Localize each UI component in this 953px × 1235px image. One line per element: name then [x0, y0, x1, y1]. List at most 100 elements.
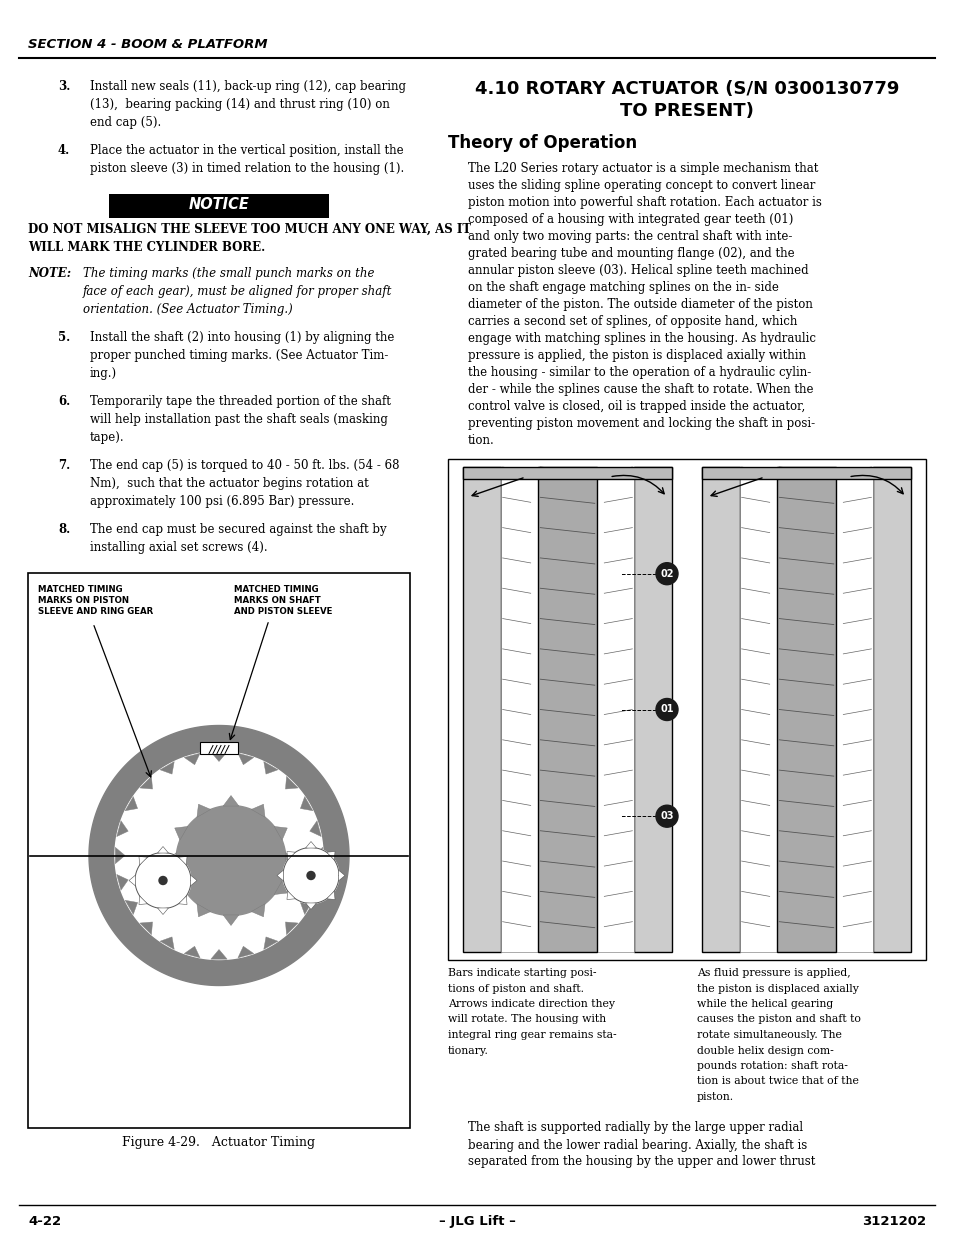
- Polygon shape: [285, 852, 295, 868]
- Text: piston motion into powerful shaft rotation. Each actuator is: piston motion into powerful shaft rotati…: [468, 196, 821, 209]
- Text: control valve is closed, oil is trapped inside the actuator,: control valve is closed, oil is trapped …: [468, 400, 804, 412]
- Text: orientation. (See Actuator Timing.): orientation. (See Actuator Timing.): [83, 303, 293, 316]
- Text: Figure 4-29.   Actuator Timing: Figure 4-29. Actuator Timing: [122, 1136, 315, 1149]
- Circle shape: [159, 877, 167, 884]
- Text: composed of a housing with integrated gear teeth (01): composed of a housing with integrated ge…: [468, 212, 793, 226]
- Text: TO PRESENT): TO PRESENT): [619, 103, 753, 120]
- FancyBboxPatch shape: [634, 467, 671, 952]
- Text: tape).: tape).: [90, 431, 125, 445]
- FancyBboxPatch shape: [500, 467, 634, 952]
- Text: The timing marks (the small punch marks on the: The timing marks (the small punch marks …: [83, 267, 375, 280]
- Polygon shape: [139, 897, 148, 904]
- Text: pounds rotation: shaft rota-: pounds rotation: shaft rota-: [697, 1061, 847, 1071]
- Text: 3.: 3.: [58, 80, 71, 93]
- FancyBboxPatch shape: [701, 467, 739, 952]
- Text: 4.10 ROTARY ACTUATOR (S/N 0300130779: 4.10 ROTARY ACTUATOR (S/N 0300130779: [475, 80, 899, 98]
- Text: (13),  bearing packing (14) and thrust ring (10) on: (13), bearing packing (14) and thrust ri…: [90, 98, 390, 111]
- Polygon shape: [263, 762, 277, 774]
- Polygon shape: [178, 897, 187, 904]
- Text: The shaft is supported radially by the large upper radial: The shaft is supported radially by the l…: [468, 1121, 802, 1135]
- Text: grated bearing tube and mounting flange (02), and the: grated bearing tube and mounting flange …: [468, 247, 794, 261]
- Text: the piston is displaced axially: the piston is displaced axially: [697, 983, 858, 993]
- Polygon shape: [285, 923, 297, 935]
- Text: 02: 02: [659, 568, 673, 579]
- Text: double helix design com-: double helix design com-: [697, 1046, 833, 1056]
- Circle shape: [656, 805, 678, 827]
- Text: piston sleeve (3) in timed relation to the housing (1).: piston sleeve (3) in timed relation to t…: [90, 162, 404, 175]
- Text: WILL MARK THE CYLINDER BORE.: WILL MARK THE CYLINDER BORE.: [28, 241, 265, 254]
- Polygon shape: [166, 852, 176, 868]
- Text: MATCHED TIMING
MARKS ON SHAFT
AND PISTON SLEEVE: MATCHED TIMING MARKS ON SHAFT AND PISTON…: [233, 585, 332, 615]
- Polygon shape: [157, 846, 169, 853]
- Circle shape: [656, 563, 678, 584]
- Text: Install the shaft (2) into housing (1) by aligning the: Install the shaft (2) into housing (1) b…: [90, 331, 394, 345]
- Text: bearing and the lower radial bearing. Axially, the shaft is: bearing and the lower radial bearing. Ax…: [468, 1139, 806, 1151]
- Polygon shape: [129, 876, 135, 885]
- Text: proper punched timing marks. (See Actuator Tim-: proper punched timing marks. (See Actuat…: [90, 350, 388, 362]
- Polygon shape: [115, 752, 323, 960]
- FancyBboxPatch shape: [537, 467, 597, 952]
- Text: The end cap must be secured against the shaft by: The end cap must be secured against the …: [90, 522, 386, 536]
- Text: tion.: tion.: [468, 433, 495, 447]
- Text: while the helical gearing: while the helical gearing: [697, 999, 832, 1009]
- Polygon shape: [252, 904, 265, 916]
- Text: diameter of the piston. The outside diameter of the piston: diameter of the piston. The outside diam…: [468, 298, 812, 311]
- Polygon shape: [125, 900, 137, 914]
- Polygon shape: [175, 805, 286, 915]
- Polygon shape: [223, 915, 238, 925]
- Text: 01: 01: [659, 704, 673, 715]
- Polygon shape: [326, 851, 335, 860]
- Text: tion is about twice that of the: tion is about twice that of the: [697, 1077, 858, 1087]
- Text: 4-22: 4-22: [28, 1215, 61, 1228]
- Text: The end cap (5) is torqued to 40 - 50 ft. lbs. (54 - 68: The end cap (5) is torqued to 40 - 50 ft…: [90, 459, 399, 472]
- FancyBboxPatch shape: [777, 467, 835, 952]
- Text: preventing piston movement and locking the shaft in posi-: preventing piston movement and locking t…: [468, 417, 814, 430]
- Text: Temporarily tape the threaded portion of the shaft: Temporarily tape the threaded portion of…: [90, 395, 391, 408]
- Text: will rotate. The housing with: will rotate. The housing with: [448, 1014, 605, 1025]
- Text: uses the sliding spline operating concept to convert linear: uses the sliding spline operating concep…: [468, 179, 815, 191]
- Text: the housing - similar to the operation of a hydraulic cylin-: the housing - similar to the operation o…: [468, 366, 810, 379]
- Polygon shape: [196, 804, 211, 818]
- Polygon shape: [287, 851, 295, 860]
- FancyBboxPatch shape: [701, 467, 910, 479]
- Polygon shape: [305, 903, 316, 909]
- FancyBboxPatch shape: [448, 459, 925, 960]
- Text: face of each gear), must be aligned for proper shaft: face of each gear), must be aligned for …: [83, 285, 392, 298]
- Text: 6.: 6.: [58, 395, 71, 408]
- Polygon shape: [276, 869, 283, 881]
- Polygon shape: [191, 876, 196, 885]
- FancyBboxPatch shape: [28, 573, 410, 1128]
- Polygon shape: [178, 856, 187, 864]
- Text: annular piston sleeve (03). Helical spline teeth machined: annular piston sleeve (03). Helical spli…: [468, 264, 808, 277]
- Polygon shape: [174, 826, 188, 840]
- Polygon shape: [313, 847, 322, 863]
- Polygon shape: [326, 892, 335, 899]
- Polygon shape: [125, 797, 137, 810]
- Circle shape: [307, 872, 314, 879]
- Text: rotate simultaneously. The: rotate simultaneously. The: [697, 1030, 841, 1040]
- Polygon shape: [157, 908, 169, 914]
- Polygon shape: [300, 797, 313, 810]
- Text: installing axial set screws (4).: installing axial set screws (4).: [90, 541, 268, 555]
- Polygon shape: [237, 946, 253, 958]
- Polygon shape: [237, 753, 253, 764]
- Text: 7.: 7.: [58, 459, 71, 472]
- Text: The L20 Series rotary actuator is a simple mechanism that: The L20 Series rotary actuator is a simp…: [468, 162, 818, 175]
- Text: SECTION 4 - BOOM & PLATFORM: SECTION 4 - BOOM & PLATFORM: [28, 38, 267, 51]
- Polygon shape: [287, 892, 295, 899]
- Text: causes the piston and shaft to: causes the piston and shaft to: [697, 1014, 860, 1025]
- Polygon shape: [140, 923, 152, 935]
- Text: tions of piston and shaft.: tions of piston and shaft.: [448, 983, 583, 993]
- Text: 5.: 5.: [58, 331, 71, 345]
- Polygon shape: [274, 881, 287, 894]
- FancyBboxPatch shape: [200, 741, 237, 753]
- Text: NOTE:: NOTE:: [28, 267, 71, 280]
- Text: – JLG Lift –: – JLG Lift –: [438, 1215, 515, 1228]
- Text: carries a second set of splines, of opposite hand, which: carries a second set of splines, of oppo…: [468, 315, 797, 329]
- Text: will help installation past the shaft seals (masking: will help installation past the shaft se…: [90, 412, 388, 426]
- Text: approximately 100 psi (6.895 Bar) pressure.: approximately 100 psi (6.895 Bar) pressu…: [90, 495, 354, 508]
- Text: pressure is applied, the piston is displaced axially within: pressure is applied, the piston is displ…: [468, 350, 805, 362]
- Text: ing.): ing.): [90, 367, 117, 380]
- Text: Bars indicate starting posi-: Bars indicate starting posi-: [448, 968, 596, 978]
- Text: end cap (5).: end cap (5).: [90, 116, 161, 128]
